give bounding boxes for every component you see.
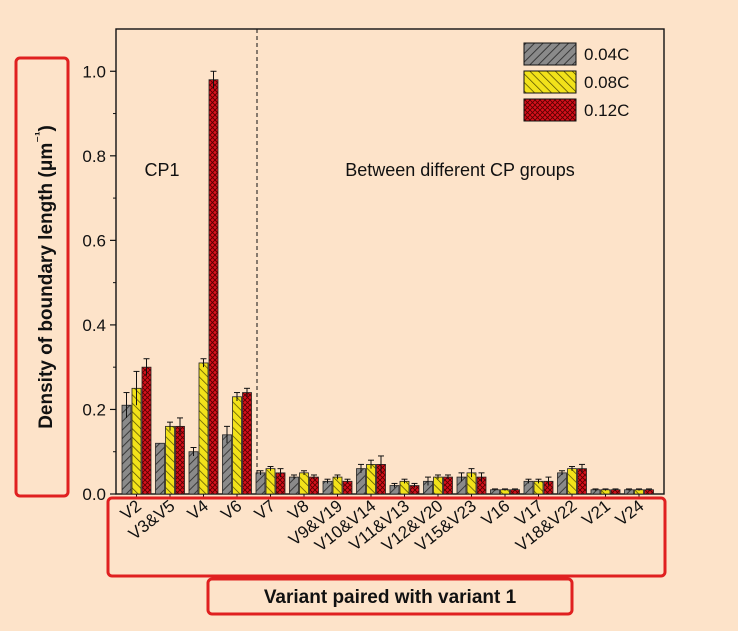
- x-tick-label: V21: [578, 496, 614, 530]
- bar-0.04C-V8: [289, 476, 299, 495]
- bar-0.08C-V4: [198, 362, 209, 495]
- x-tick-label: V6: [217, 496, 245, 524]
- annotation-cp1: CP1: [144, 160, 179, 180]
- bar-0.04C-V18&V22: [557, 472, 567, 495]
- y-tick-label: 0.6: [82, 231, 106, 250]
- legend-label-0: 0.04C: [584, 45, 629, 64]
- y-axis: 0.0 0.2 0.4 0.6 0.8 1.0: [82, 62, 116, 504]
- bar-0.12C-V4: [208, 79, 219, 495]
- bar-0.08C-V6: [232, 396, 242, 495]
- bar-0.12C-V8: [309, 476, 319, 495]
- bars: [121, 70, 654, 495]
- legend-label-2: 0.12C: [584, 101, 629, 120]
- bar-0.04C-V7: [255, 472, 266, 495]
- bar-0.08C-V9&V19: [332, 476, 343, 495]
- bar-0.04C-V4: [188, 451, 199, 495]
- bar-0.08C-V12&V20: [433, 476, 443, 495]
- bar-0.12C-V3&V5: [175, 425, 185, 495]
- x-tick-label: V24: [612, 496, 648, 530]
- bar-0.04C-V2: [121, 404, 132, 495]
- y-tick-label: 1.0: [82, 62, 106, 81]
- y-tick-label: 0.0: [82, 485, 106, 504]
- legend-swatch-0: [523, 42, 577, 66]
- bar-0.04C-V3&V5: [155, 442, 165, 495]
- bar-0.12C-V6: [242, 392, 252, 495]
- y-axis-label: Density of boundary length (μm⁻¹): [32, 125, 57, 429]
- bar-0.12C-V2: [141, 366, 152, 495]
- x-tick-label: V4: [184, 496, 212, 524]
- legend: 0.04C 0.08C 0.12C: [523, 42, 629, 122]
- x-tick-label: V7: [251, 496, 279, 524]
- bar-0.08C-V18&V22: [567, 468, 577, 495]
- x-tick-label: V16: [478, 496, 514, 530]
- xticks-highlight-box: [106, 496, 667, 578]
- bar-0.08C-V10&V14: [366, 464, 376, 495]
- legend-label-1: 0.08C: [584, 73, 629, 92]
- bar-0.08C-V3&V5: [165, 425, 175, 495]
- y-tick-label: 0.8: [82, 147, 106, 166]
- ylabel-highlight-box: [14, 56, 70, 498]
- legend-swatch-1: [523, 70, 577, 94]
- plot-frame: [115, 28, 665, 495]
- y-tick-label: 0.4: [82, 316, 106, 335]
- bar-0.08C-V8: [299, 472, 309, 495]
- bar-0.04C-V6: [222, 434, 232, 495]
- y-tick-label: 0.2: [82, 400, 106, 419]
- legend-swatch-2: [523, 98, 577, 122]
- annotation-between-groups: Between different CP groups: [345, 160, 574, 180]
- bar-0.12C-V12&V20: [443, 476, 453, 495]
- bar-0.08C-V7: [265, 468, 276, 495]
- xlabel-highlight-box: [206, 577, 574, 616]
- x-axis-label: Variant paired with variant 1: [264, 587, 517, 608]
